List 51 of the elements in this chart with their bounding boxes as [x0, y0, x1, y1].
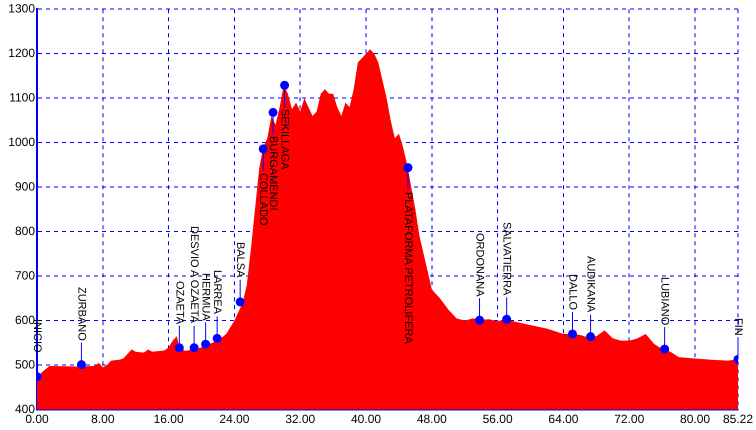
annotation: ORDONANA [472, 232, 487, 296]
x-tick-label: 72.00 [614, 412, 645, 426]
x-tick-label: 80.00 [680, 412, 710, 426]
y-tick-label: 700 [14, 268, 36, 282]
x-tick-label: 16.00 [154, 412, 184, 426]
point [76, 360, 86, 370]
point [236, 297, 245, 306]
point [660, 344, 670, 354]
annotation: HERMUA [199, 272, 213, 320]
annotation: AUDIKANA [584, 256, 598, 313]
y-tick-label: 1100 [9, 90, 36, 104]
annotation: FIN [730, 318, 745, 336]
point [586, 332, 596, 342]
point [568, 329, 577, 338]
annotation: ZURBANO [74, 286, 88, 341]
point [403, 163, 412, 172]
y-tick-label: 600 [14, 312, 36, 327]
y-tick-label: 900 [14, 179, 36, 194]
y-tick-label: 800 [14, 224, 36, 238]
x-tick-label: 8.00 [91, 412, 115, 426]
annotation: SALVATIERRA [500, 222, 514, 296]
annotation: PLATAFORMA PETROLIFERA [400, 192, 415, 344]
point [201, 340, 210, 349]
x-tick-label: 40.00 [351, 412, 382, 426]
point [502, 314, 512, 324]
point [475, 316, 484, 325]
x-tick-label: 48.00 [416, 412, 448, 426]
annotation: DALLO [565, 274, 580, 310]
point [280, 80, 290, 90]
x-tick-label: 85.22 [722, 412, 754, 426]
y-tick-label: 1300 [8, 2, 36, 16]
annotation: BURGAMENDI [267, 136, 280, 211]
point [268, 108, 278, 117]
annotation: BALSA [233, 242, 248, 278]
annotation: COLLADO [256, 172, 270, 226]
annotation: OZAETA [172, 280, 186, 324]
x-tick-label: 32.00 [285, 412, 316, 426]
annotation: SEKILLAGA [278, 109, 292, 170]
annotation: LARREA [210, 270, 224, 314]
point [190, 343, 199, 352]
x-tick-label: 56.00 [482, 412, 513, 426]
point [174, 343, 184, 352]
x-tick-label: 64.00 [548, 412, 579, 426]
y-tick-label: 500 [14, 357, 36, 372]
x-tick-label: 24.00 [219, 412, 250, 426]
point [212, 334, 222, 343]
point [258, 144, 268, 154]
annotation: DESVIO A OZAETA [187, 226, 202, 323]
y-tick-label: 1200 [8, 46, 36, 60]
y-tick-label: 1000 [8, 134, 36, 149]
annotation: LUBIANO [658, 276, 672, 326]
